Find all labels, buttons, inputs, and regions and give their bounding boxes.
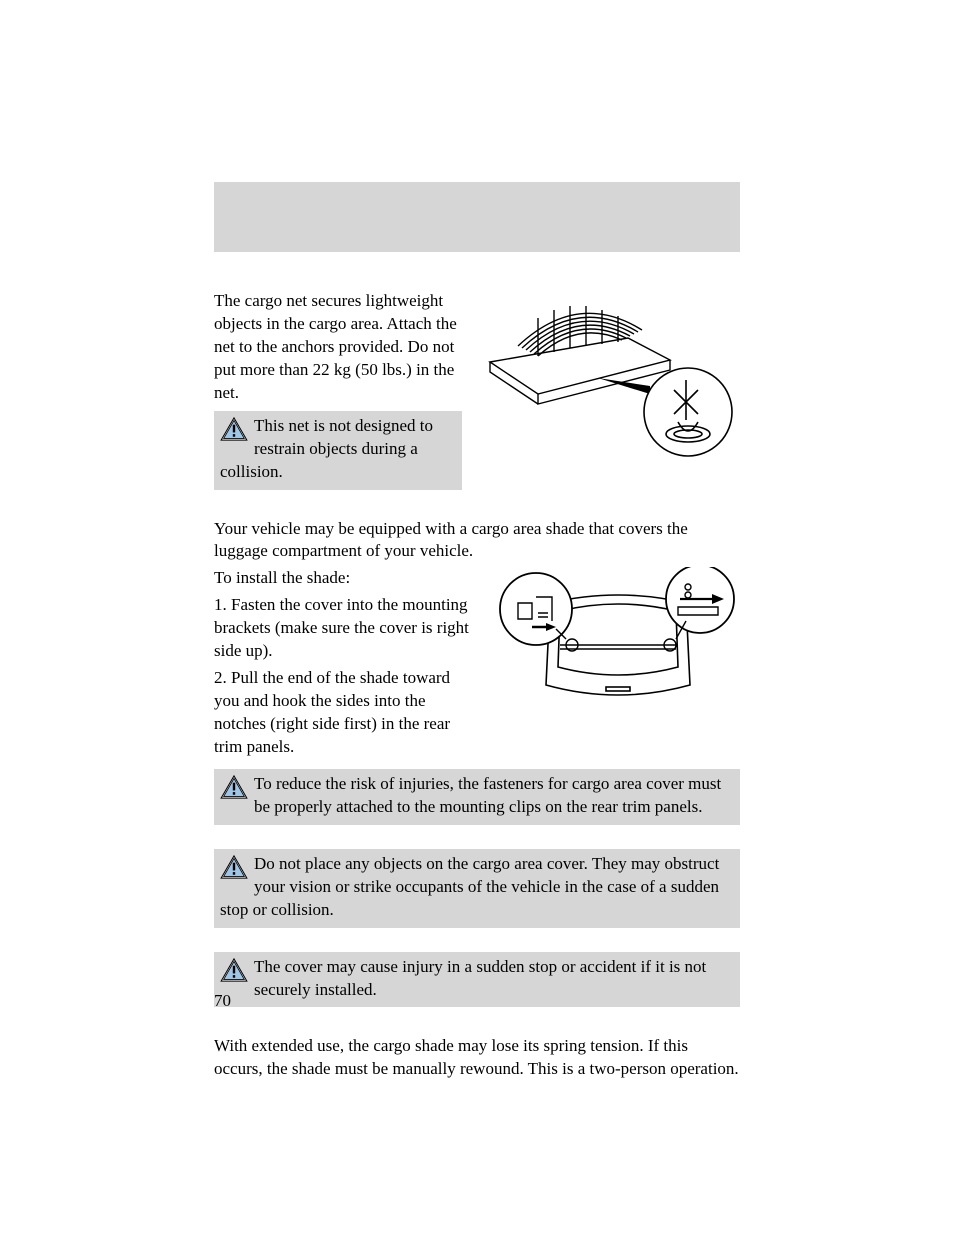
- cargo-shade-text: To install the shade: 1. Fasten the cove…: [214, 567, 478, 763]
- cargo-shade-intro: Your vehicle may be equipped with a carg…: [214, 518, 740, 564]
- warning-text-cargo-net: This net is not designed to restrain obj…: [220, 416, 433, 481]
- warning-text-objects: Do not place any objects on the cargo ar…: [220, 854, 719, 919]
- warning-icon: [220, 958, 248, 982]
- cargo-net-figure-col: [462, 290, 740, 464]
- warning-box-fasteners: To reduce the risk of injuries, the fast…: [214, 769, 740, 825]
- warning-box-cargo-net: This net is not designed to restrain obj…: [214, 411, 462, 490]
- page-number: 70: [214, 990, 231, 1013]
- cargo-shade-step2: 2. Pull the end of the shade toward you …: [214, 667, 478, 759]
- cargo-net-figure: [478, 290, 740, 464]
- cargo-net-paragraph: The cargo net secures lightweight object…: [214, 290, 462, 405]
- cargo-net-text: The cargo net secures lightweight object…: [214, 290, 462, 496]
- warning-text-secure: The cover may cause injury in a sudden s…: [254, 957, 706, 999]
- warning-icon: [220, 855, 248, 879]
- cargo-shade-figure-col: [478, 567, 740, 717]
- section-header-bar: [214, 182, 740, 252]
- warning-icon: [220, 775, 248, 799]
- cargo-shade-step1: 1. Fasten the cover into the mounting br…: [214, 594, 478, 663]
- warning-box-secure: The cover may cause injury in a sudden s…: [214, 952, 740, 1008]
- warning-text-fasteners: To reduce the risk of injuries, the fast…: [254, 774, 721, 816]
- cargo-shade-figure: [488, 567, 740, 717]
- page: The cargo net secures lightweight object…: [0, 0, 954, 1235]
- cargo-shade-install-label: To install the shade:: [214, 567, 478, 590]
- cargo-shade-row: To install the shade: 1. Fasten the cove…: [214, 567, 740, 763]
- cargo-shade-rewind-note: With extended use, the cargo shade may l…: [214, 1035, 740, 1081]
- warning-icon: [220, 417, 248, 441]
- warning-box-objects: Do not place any objects on the cargo ar…: [214, 849, 740, 928]
- cargo-net-row: The cargo net secures lightweight object…: [214, 290, 740, 496]
- content-column: The cargo net secures lightweight object…: [214, 290, 740, 1085]
